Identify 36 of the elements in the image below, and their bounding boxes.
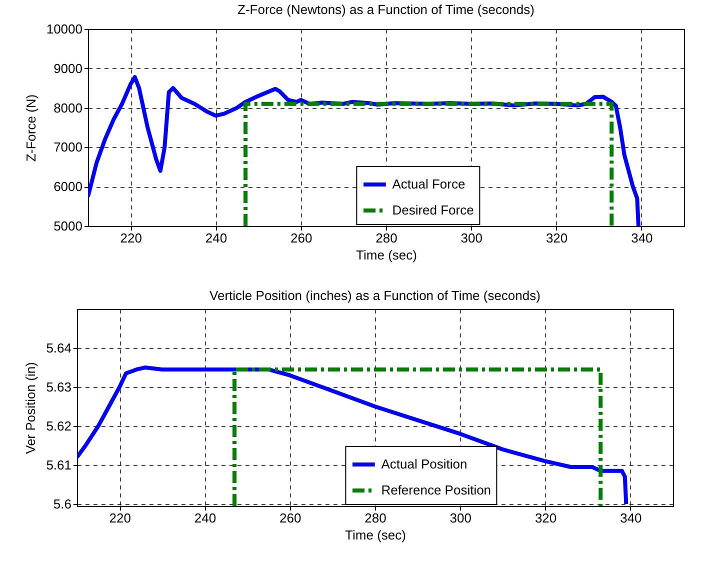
y-tick-label: 6000 xyxy=(54,179,82,194)
y-tick-label: 5.64 xyxy=(46,340,72,356)
y-tick-label: 10000 xyxy=(46,22,82,36)
y-tick-label: 8000 xyxy=(54,100,82,116)
y-tick-label: 5.6 xyxy=(53,496,72,512)
x-tick-label: 340 xyxy=(631,230,653,246)
x-tick-label: 300 xyxy=(450,510,472,526)
x-tick-label: 320 xyxy=(546,230,568,246)
legend-label: Actual Position xyxy=(381,456,468,472)
legend-label: Reference Position xyxy=(381,482,492,498)
y-tick-label: 9000 xyxy=(54,60,82,76)
x-tick-label: 220 xyxy=(109,510,131,526)
x-tick-label: 340 xyxy=(620,510,642,526)
legend-label: Actual Force xyxy=(392,176,466,192)
y-tick-label: 7000 xyxy=(54,140,82,155)
y-axis-title: Z-Force (N) xyxy=(23,94,38,162)
x-tick-label: 240 xyxy=(194,510,216,526)
y-tick-label: 5.63 xyxy=(46,380,72,395)
y-axis-title: Ver Position (in) xyxy=(23,362,38,454)
x-tick-label: 260 xyxy=(290,230,312,246)
chart-title: Z-Force (Newtons) as a Function of Time (seconds) xyxy=(238,2,534,17)
x-axis-title: Time (sec) xyxy=(345,528,406,542)
chart-title: Verticle Position (inches) as a Function of Time (seconds) xyxy=(210,288,540,303)
x-tick-label: 240 xyxy=(205,230,228,246)
line-series xyxy=(77,366,628,506)
x-tick-label: 280 xyxy=(376,230,398,246)
x-axis-title: Time (sec) xyxy=(356,248,417,262)
x-tick-label: 280 xyxy=(364,510,386,526)
y-tick-label: 5000 xyxy=(54,218,82,234)
legend-label: Desired Force xyxy=(392,202,474,218)
x-tick-label: 260 xyxy=(280,510,302,526)
y-tick-label: 5.62 xyxy=(46,418,72,434)
y-tick-label: 5.61 xyxy=(46,458,72,473)
x-tick-label: 220 xyxy=(120,230,142,246)
x-tick-label: 300 xyxy=(460,230,482,246)
x-tick-label: 320 xyxy=(534,510,557,526)
